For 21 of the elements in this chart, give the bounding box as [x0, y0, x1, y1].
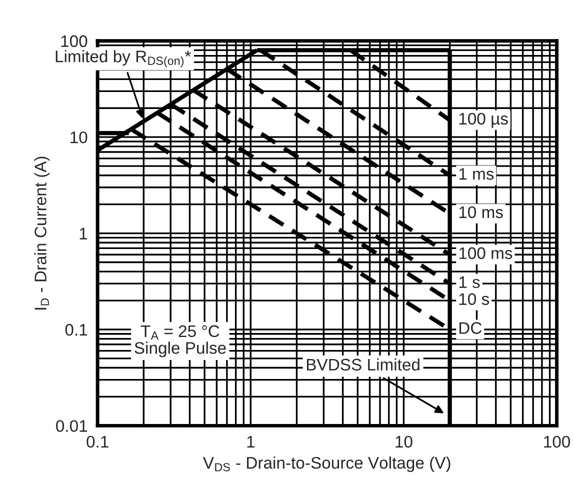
series-label: 1 ms — [459, 168, 494, 180]
y-tick-label: 0.01 — [56, 420, 88, 432]
series-label: 100 ms — [459, 247, 512, 260]
series-label: 10 ms — [459, 206, 503, 218]
annotation: Limited by R$_{DS(on)}$* — [56, 50, 191, 68]
x-axis-title: V$_{DS}$ - Drain-to-Source Voltage (V) — [203, 456, 450, 472]
series-label: 100 µs — [459, 112, 508, 128]
y-tick-label: 1 — [80, 228, 88, 240]
annotation: BVDSS Limited — [306, 358, 420, 371]
x-tick-label: 100 — [544, 436, 570, 448]
x-tick-label: 10 — [396, 436, 412, 448]
series-label: DC — [459, 322, 482, 334]
y-axis-title: I$_{D}$ - Drain Current (A) — [34, 156, 50, 310]
y-tick-label: 10 — [70, 131, 88, 144]
y-tick-label: 100 — [61, 35, 88, 48]
series-label: 10 s — [459, 293, 490, 305]
y-tick-label: 0.1 — [65, 324, 88, 336]
x-tick-label: 1 — [247, 436, 254, 448]
annotation: T$_{A}$ = 25 °C Single Pulse — [134, 325, 226, 358]
series-label: 1 s — [459, 276, 480, 288]
x-tick-label: 0.1 — [86, 436, 108, 448]
